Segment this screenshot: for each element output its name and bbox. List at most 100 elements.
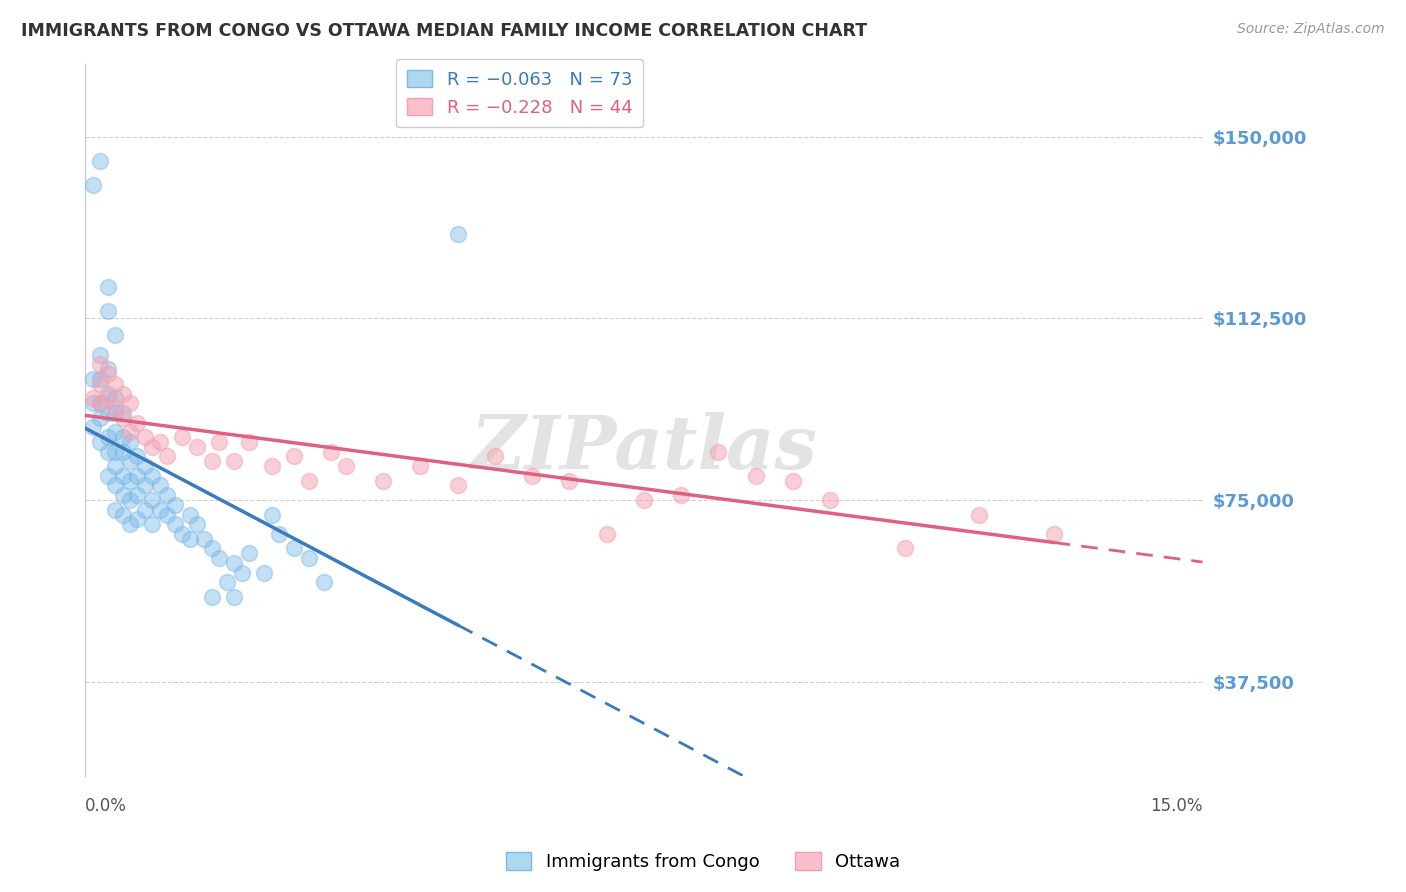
Point	[97, 386, 120, 401]
Point	[89, 434, 111, 449]
Point	[201, 541, 224, 556]
Point	[335, 459, 357, 474]
Point	[89, 154, 111, 169]
Text: 15.0%: 15.0%	[1150, 797, 1202, 815]
Point	[208, 434, 231, 449]
Point	[111, 508, 134, 522]
Point	[141, 493, 163, 508]
Point	[149, 502, 172, 516]
Point	[104, 376, 127, 391]
Point	[201, 454, 224, 468]
Point	[163, 517, 186, 532]
Point	[238, 434, 260, 449]
Point	[186, 440, 208, 454]
Point	[409, 459, 432, 474]
Point	[111, 406, 134, 420]
Text: IMMIGRANTS FROM CONGO VS OTTAWA MEDIAN FAMILY INCOME CORRELATION CHART: IMMIGRANTS FROM CONGO VS OTTAWA MEDIAN F…	[21, 22, 868, 40]
Point	[127, 468, 149, 483]
Point	[141, 440, 163, 454]
Point	[118, 454, 141, 468]
Point	[82, 420, 104, 434]
Point	[134, 478, 156, 492]
Point	[193, 532, 215, 546]
Point	[134, 502, 156, 516]
Point	[104, 502, 127, 516]
Point	[558, 474, 581, 488]
Point	[141, 468, 163, 483]
Point	[298, 551, 321, 566]
Point	[224, 590, 246, 604]
Point	[97, 444, 120, 458]
Point	[267, 527, 290, 541]
Point	[163, 498, 186, 512]
Point	[89, 376, 111, 391]
Point	[97, 468, 120, 483]
Point	[111, 444, 134, 458]
Point	[231, 566, 253, 580]
Point	[118, 517, 141, 532]
Point	[89, 358, 111, 372]
Point	[127, 416, 149, 430]
Point	[447, 227, 470, 241]
Point	[260, 508, 283, 522]
Point	[522, 468, 544, 483]
Point	[186, 517, 208, 532]
Point	[89, 372, 111, 386]
Point	[104, 392, 127, 406]
Point	[127, 512, 149, 526]
Point	[283, 450, 305, 464]
Point	[215, 575, 238, 590]
Point	[238, 546, 260, 560]
Point	[111, 386, 134, 401]
Text: Source: ZipAtlas.com: Source: ZipAtlas.com	[1237, 22, 1385, 37]
Point	[179, 508, 201, 522]
Point	[89, 410, 111, 425]
Point	[97, 406, 120, 420]
Point	[104, 328, 127, 343]
Point	[118, 493, 141, 508]
Point	[1042, 527, 1064, 541]
Point	[118, 425, 141, 440]
Point	[156, 450, 179, 464]
Point	[118, 396, 141, 410]
Point	[111, 410, 134, 425]
Point	[118, 434, 141, 449]
Point	[172, 430, 194, 444]
Point	[172, 527, 194, 541]
Legend: R = −0.063   N = 73, R = −0.228   N = 44: R = −0.063 N = 73, R = −0.228 N = 44	[396, 59, 643, 128]
Point	[224, 454, 246, 468]
Point	[104, 406, 127, 420]
Point	[82, 392, 104, 406]
Point	[484, 450, 506, 464]
Point	[127, 488, 149, 502]
Point	[89, 396, 111, 410]
Text: ZIPatlas: ZIPatlas	[471, 412, 817, 485]
Point	[283, 541, 305, 556]
Point	[134, 430, 156, 444]
Point	[104, 478, 127, 492]
Point	[208, 551, 231, 566]
Point	[82, 178, 104, 193]
Point	[97, 280, 120, 294]
Point	[595, 527, 617, 541]
Text: 0.0%: 0.0%	[86, 797, 127, 815]
Point	[97, 304, 120, 318]
Point	[89, 396, 111, 410]
Point	[104, 401, 127, 415]
Point	[111, 430, 134, 444]
Point	[201, 590, 224, 604]
Point	[967, 508, 990, 522]
Point	[104, 444, 127, 458]
Point	[104, 459, 127, 474]
Point	[818, 493, 841, 508]
Point	[118, 474, 141, 488]
Point	[893, 541, 915, 556]
Point	[782, 474, 804, 488]
Point	[97, 430, 120, 444]
Point	[111, 488, 134, 502]
Point	[253, 566, 276, 580]
Point	[127, 450, 149, 464]
Point	[82, 372, 104, 386]
Point	[447, 478, 470, 492]
Point	[298, 474, 321, 488]
